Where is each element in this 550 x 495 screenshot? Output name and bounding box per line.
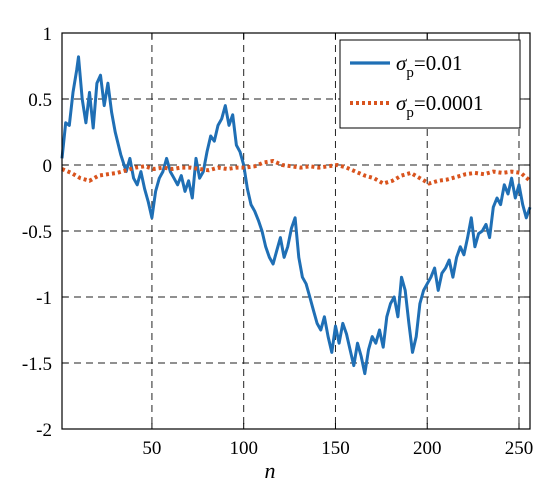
legend-value-series-2: =0.0001 bbox=[414, 91, 484, 115]
legend-sigma-series-2: σ bbox=[396, 91, 408, 115]
legend-sub-series-1: p bbox=[406, 65, 414, 81]
y-tick-labels: 1 0.5 0 -0.5 -1 -1.5 -2 bbox=[22, 24, 52, 441]
y-tick-label: -0.5 bbox=[22, 222, 52, 243]
y-tick-label: -1.5 bbox=[22, 354, 52, 375]
x-tick-label: 100 bbox=[229, 438, 258, 459]
legend-sigma-series-1: σ bbox=[396, 51, 408, 75]
x-tick-label: 200 bbox=[413, 438, 442, 459]
y-tick-label: 0.5 bbox=[28, 90, 52, 111]
x-tick-label: 250 bbox=[505, 438, 534, 459]
legend-box bbox=[339, 39, 521, 129]
legend-entry-series-2: σp=0.0001 bbox=[396, 91, 483, 121]
x-axis-label: n bbox=[265, 458, 276, 483]
legend-value-series-1: =0.01 bbox=[414, 51, 463, 75]
series-line-1 bbox=[60, 55, 532, 376]
legend: σp=0.01 σp=0.0001 bbox=[339, 39, 521, 129]
x-tick-label: 150 bbox=[321, 438, 350, 459]
axis-ticks bbox=[62, 32, 530, 430]
y-tick-label: -1 bbox=[36, 288, 52, 309]
x-tick-labels: 50 100 150 200 250 bbox=[142, 438, 533, 459]
series-line-2 bbox=[61, 159, 532, 186]
y-tick-label: 1 bbox=[43, 24, 53, 45]
series-layer bbox=[60, 55, 532, 376]
legend-sub-series-2: p bbox=[406, 105, 414, 121]
y-tick-label: 0 bbox=[43, 156, 53, 177]
y-tick-label: -2 bbox=[36, 420, 52, 441]
x-tick-label: 50 bbox=[142, 438, 161, 459]
legend-entry-series-1: σp=0.01 bbox=[396, 51, 462, 81]
